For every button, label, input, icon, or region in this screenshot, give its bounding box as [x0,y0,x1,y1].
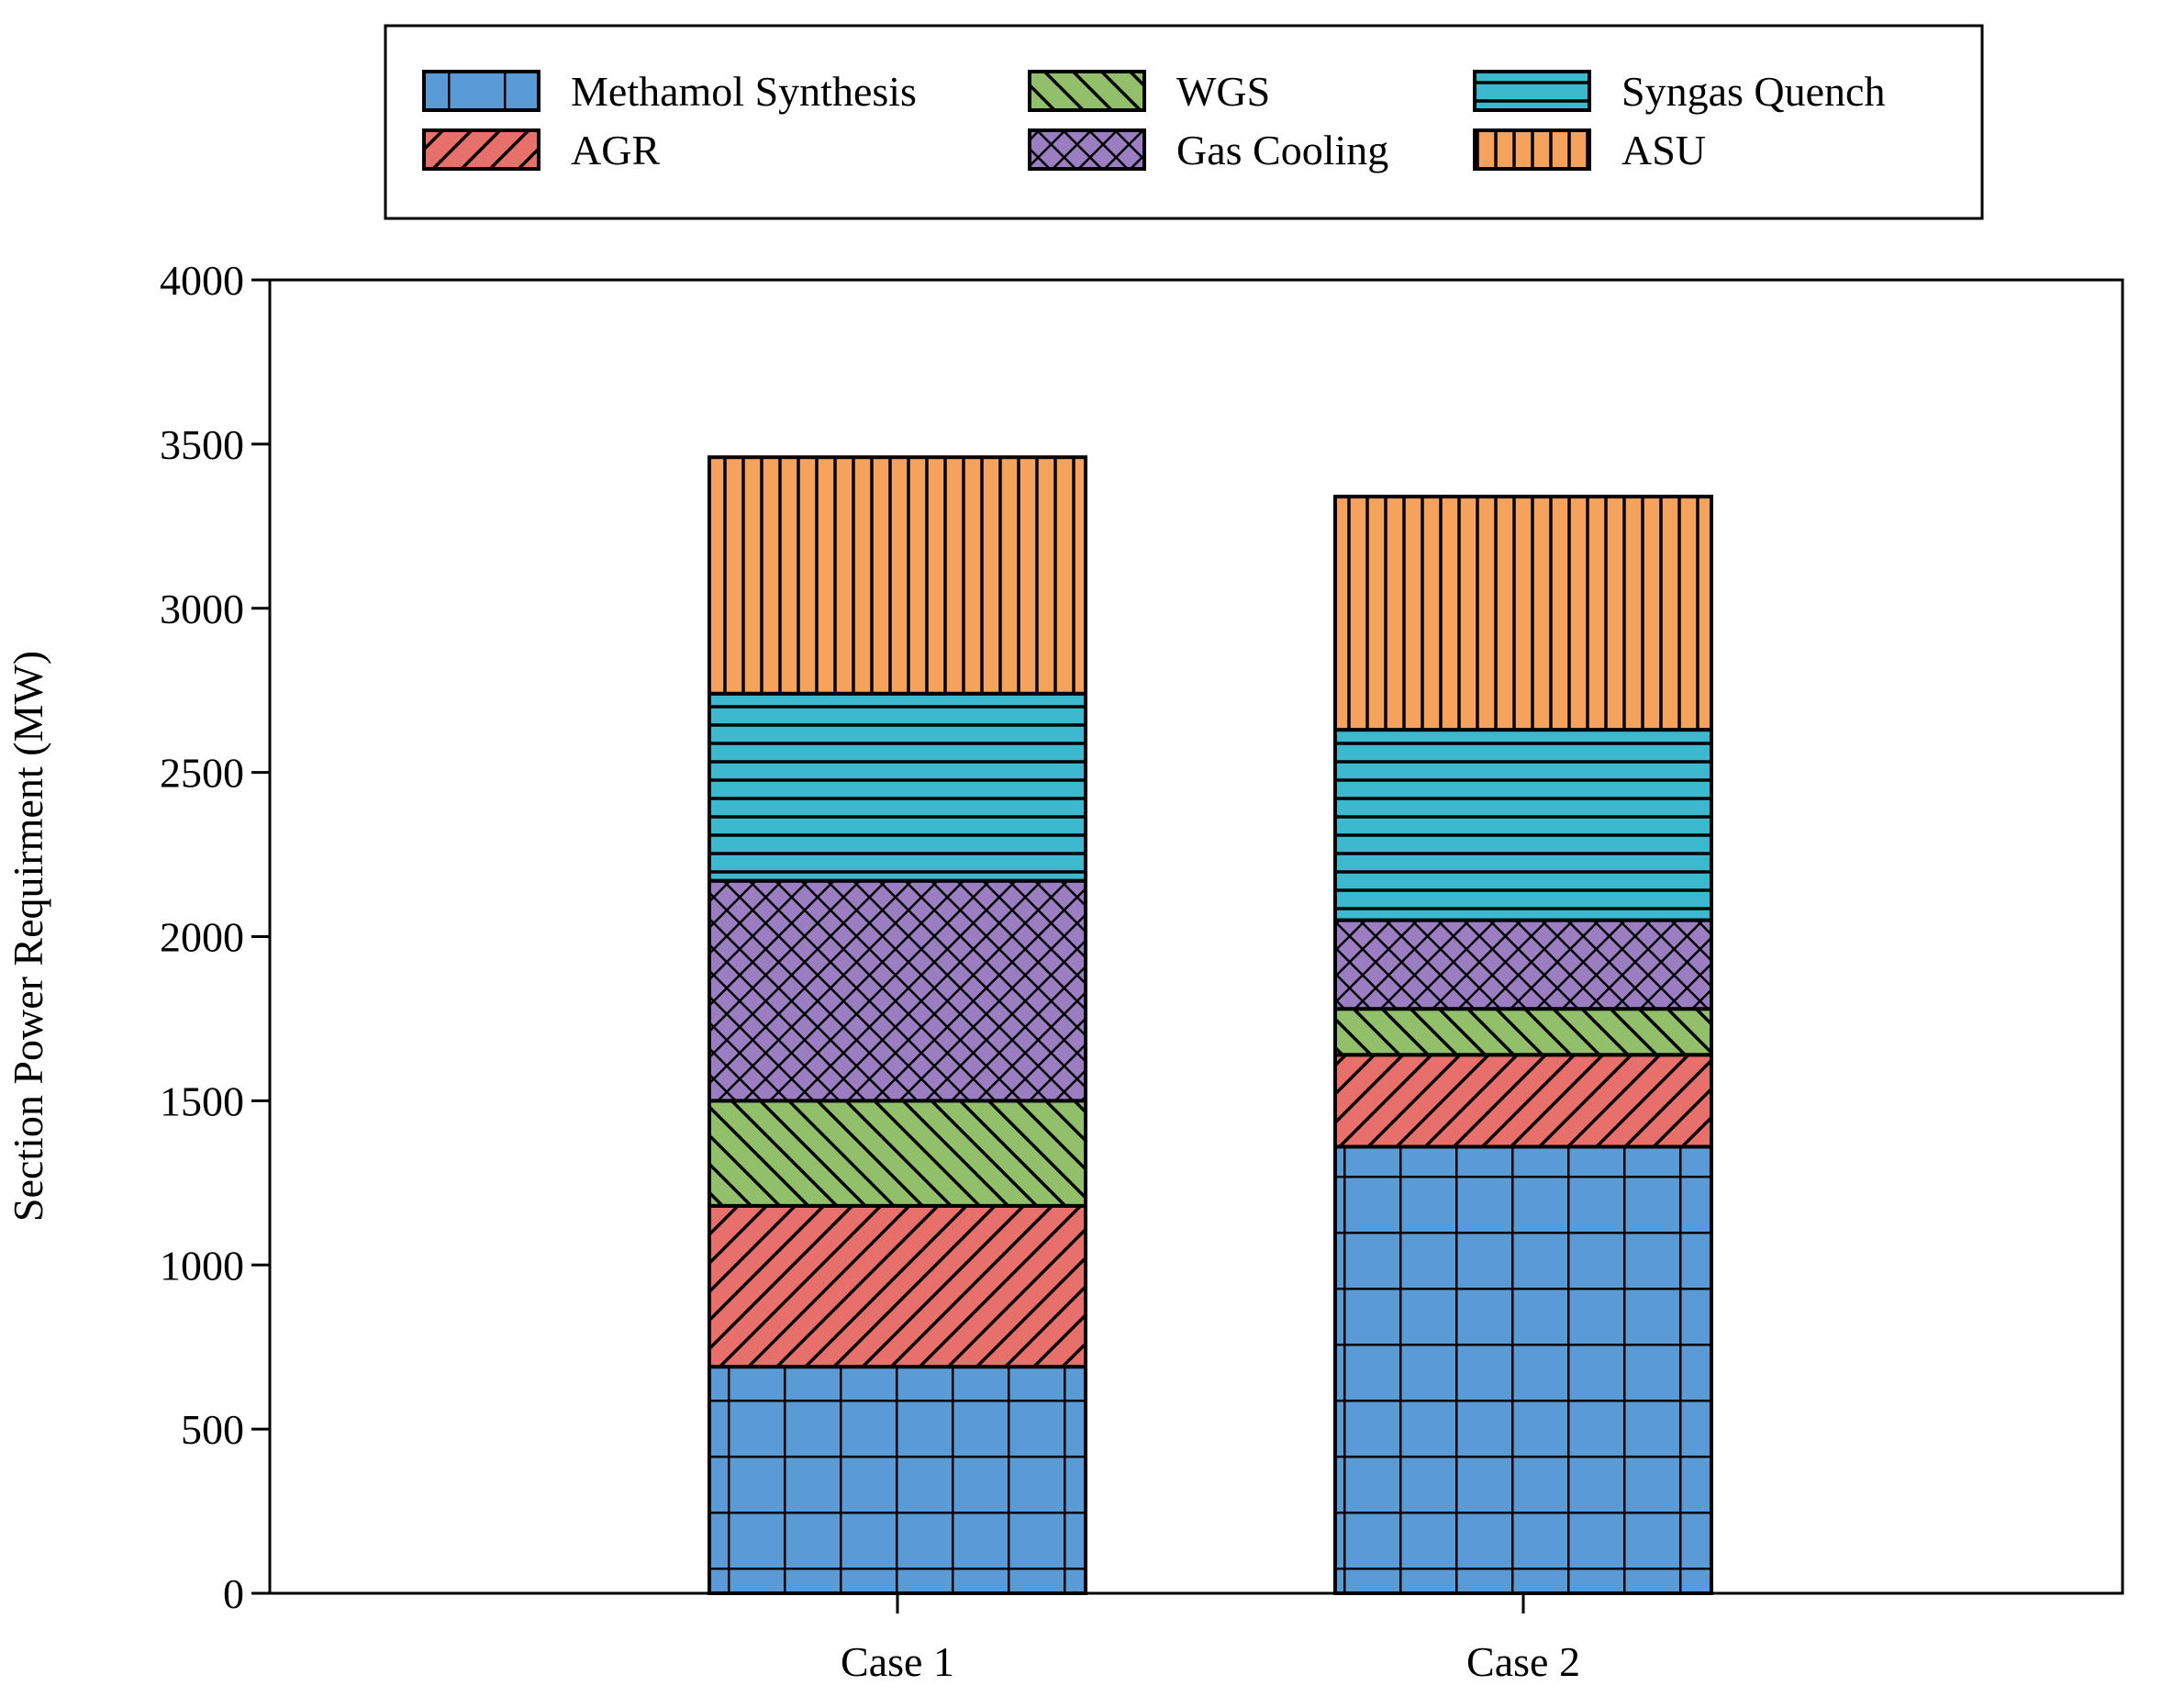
bar-wgs-2 [1333,1007,1713,1057]
legend: Methamol Synthesis WGS Syngas Quench AGR Gas… [384,24,1984,220]
bar-methanol-1 [708,1365,1087,1595]
y-tick-label: 2000 [160,914,244,961]
y-tick-label: 500 [181,1406,244,1453]
legend-label-asu: ASU [1621,127,1706,173]
legend-swatch-methanol [422,70,540,112]
legend-swatch-quench [1473,70,1591,112]
bar-agr-2 [1333,1053,1713,1149]
legend-label-methanol: Methamol Synthesis [571,68,917,115]
x-tick-label: Case 2 [1466,1638,1580,1685]
x-axis: Case 1 Case 2 [841,1593,1580,1685]
bar-methanol-2 [1333,1144,1713,1595]
bar-gascool-2 [1333,918,1713,1011]
y-axis-label: Section Power Requirment (MW) [5,651,51,1222]
y-tick-label: 4000 [160,257,244,304]
bar-quench-1 [708,691,1087,883]
legend-label-quench: Syngas Quench [1621,68,1885,115]
legend-box [384,24,1984,220]
bar-wgs-1 [708,1099,1087,1208]
legend-swatch-gascool [1028,128,1146,171]
y-tick-label: 3000 [160,586,244,632]
bar-gascool-1 [708,878,1087,1103]
legend-label-wgs: WGS [1176,68,1270,115]
plot-area [268,278,2124,1595]
legend-swatch-wgs [1028,70,1146,112]
bar-asu-1 [708,455,1087,696]
bar-quench-2 [1333,728,1713,922]
x-tick-label: Case 1 [841,1638,954,1685]
y-tick-label: 0 [223,1570,244,1617]
y-tick-label: 2500 [160,750,244,797]
legend-swatch-agr [422,128,540,171]
y-tick-label: 3500 [160,421,244,468]
legend-swatch-asu [1473,128,1591,171]
legend-label-agr: AGR [571,127,660,173]
bars [708,455,1713,1595]
bar-agr-1 [708,1203,1087,1369]
bar-asu-2 [1333,495,1713,732]
y-axis: 0 500 1000 1500 2000 2500 3000 3500 4000 [160,257,270,1617]
legend-label-gascool: Gas Cooling [1176,127,1388,173]
y-tick-label: 1000 [160,1242,244,1289]
y-tick-label: 1500 [160,1077,244,1124]
